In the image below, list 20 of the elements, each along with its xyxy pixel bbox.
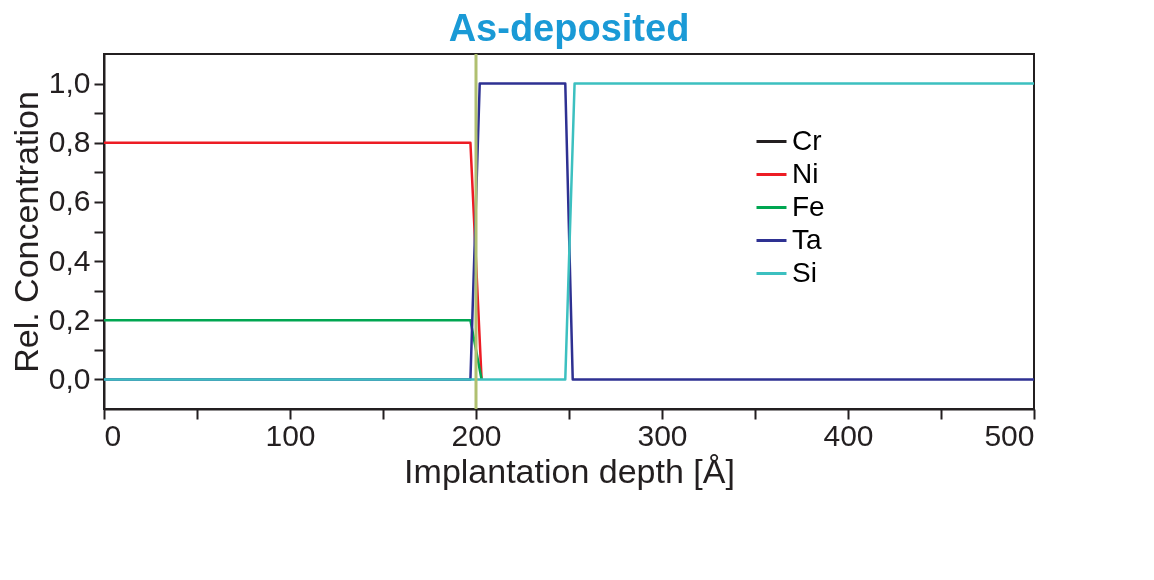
y-axis-title: Rel. Concentration [6, 91, 45, 373]
legend-label: Ta [792, 223, 822, 255]
legend-label: Ni [792, 157, 819, 189]
legend-label: Fe [792, 190, 825, 222]
y-tick-label: 0,0 [48, 361, 91, 395]
y-tick-label: 0,2 [48, 302, 91, 336]
x-tick-label: 100 [265, 418, 316, 452]
x-tick-label: 400 [823, 418, 874, 452]
x-tick-label: 500 [984, 418, 1035, 452]
y-tick-label: 0,4 [48, 243, 91, 277]
y-tick-label: 0,6 [48, 184, 91, 218]
x-tick-label: 200 [451, 418, 502, 452]
chart-title: As-deposited [448, 6, 690, 49]
legend-label: Si [792, 256, 817, 288]
y-tick-label: 0,8 [48, 125, 91, 159]
legend-label: Cr [792, 124, 822, 156]
x-tick-label: 300 [637, 418, 688, 452]
x-tick-label: 0 [104, 418, 122, 452]
x-axis-title: Implantation depth [Å] [404, 451, 735, 490]
y-tick-label: 1,0 [48, 66, 91, 100]
